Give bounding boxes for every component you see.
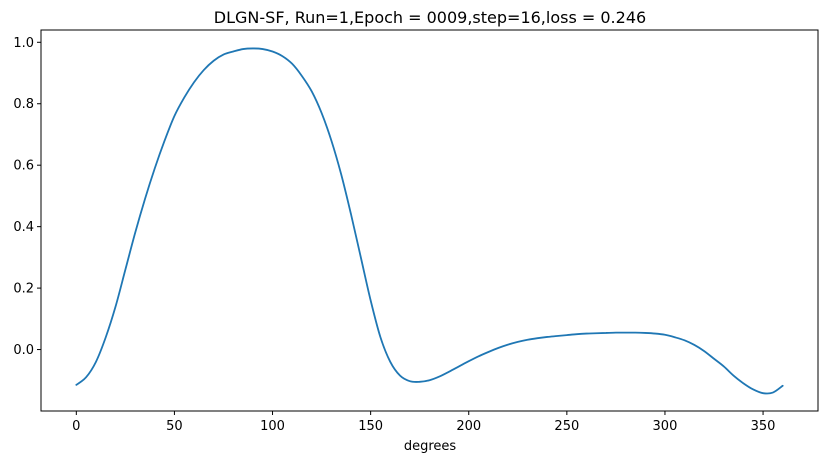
y-tick-label: 0.4 xyxy=(13,220,34,235)
x-tick-label: 300 xyxy=(653,419,678,434)
series-line xyxy=(75,47,784,395)
x-tick-label: 50 xyxy=(166,419,183,434)
x-axis-label: degrees xyxy=(404,439,457,454)
x-tick-label: 200 xyxy=(456,419,481,434)
plot-area-frame xyxy=(40,29,819,412)
x-tick-label: 350 xyxy=(751,419,776,434)
y-tick-label: 0.8 xyxy=(13,97,34,112)
x-tick-label: 0 xyxy=(72,419,80,434)
x-tick-label: 250 xyxy=(554,419,579,434)
y-tick-label: 0.6 xyxy=(13,159,34,174)
x-axis-ticks: 0 50 100 150 200 250 300 350 xyxy=(72,411,775,434)
y-tick-label: 1.0 xyxy=(13,36,34,51)
x-tick-label: 150 xyxy=(358,419,383,434)
x-tick-label: 100 xyxy=(260,419,285,434)
chart-title: DLGN-SF, Run=1,Epoch = 0009,step=16,loss… xyxy=(214,8,646,27)
y-axis-ticks: 0.0 0.2 0.4 0.6 0.8 1.0 xyxy=(13,36,41,358)
y-tick-label: 0.2 xyxy=(13,282,34,297)
y-tick-label: 0.0 xyxy=(13,343,34,358)
